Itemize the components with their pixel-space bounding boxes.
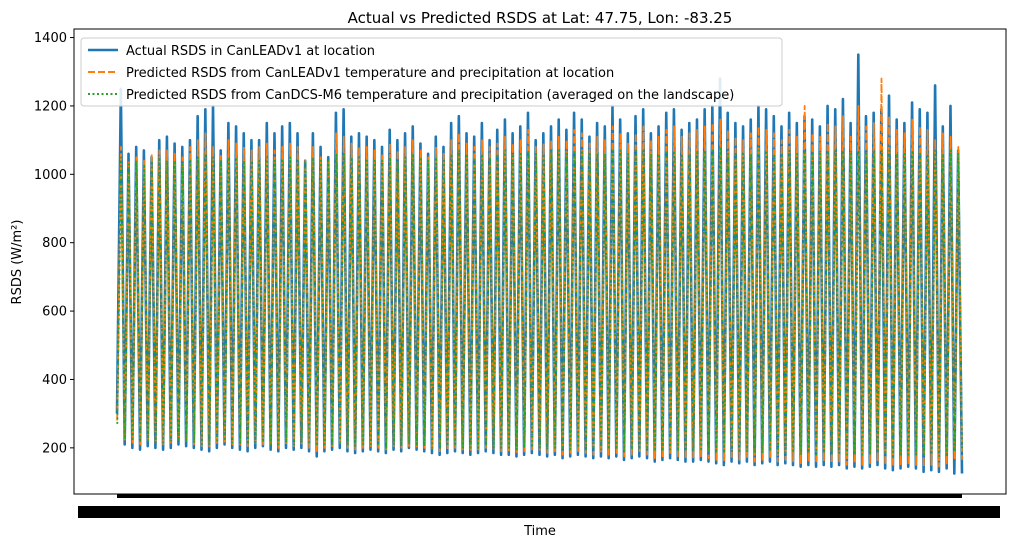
y-tick-label: 200: [42, 441, 67, 456]
legend-label-predicted-canleadv1: Predicted RSDS from CanLEADv1 temperatur…: [126, 66, 614, 81]
legend-label-predicted-candcs: Predicted RSDS from CanDCS-M6 temperatur…: [126, 88, 734, 103]
y-tick-label: 400: [42, 373, 67, 388]
y-tick-label: 1200: [34, 99, 67, 114]
x-tick-labels-band: [78, 506, 1000, 518]
legend-box: [80, 37, 783, 107]
series-line-3: [116, 146, 963, 458]
y-tick-label: 800: [42, 236, 67, 251]
x-axis-title: Time: [523, 524, 556, 539]
y-tick-label: 1400: [34, 31, 67, 46]
y-tick-label: 1000: [34, 168, 67, 183]
y-tick-label: 600: [42, 305, 67, 320]
x-axis: [78, 494, 1000, 518]
x-tick-marks-band: [117, 494, 962, 498]
legend: Actual RSDS in CanLEADv1 at location Pre…: [80, 37, 783, 107]
y-axis: 200 400 600 800 1000 1200 1400: [34, 31, 74, 456]
series-layer: [115, 53, 964, 475]
y-axis-title: RSDS (W/m²): [10, 220, 25, 305]
chart-title: Actual vs Predicted RSDS at Lat: 47.75, …: [348, 9, 733, 27]
legend-label-actual: Actual RSDS in CanLEADv1 at location: [126, 44, 375, 59]
